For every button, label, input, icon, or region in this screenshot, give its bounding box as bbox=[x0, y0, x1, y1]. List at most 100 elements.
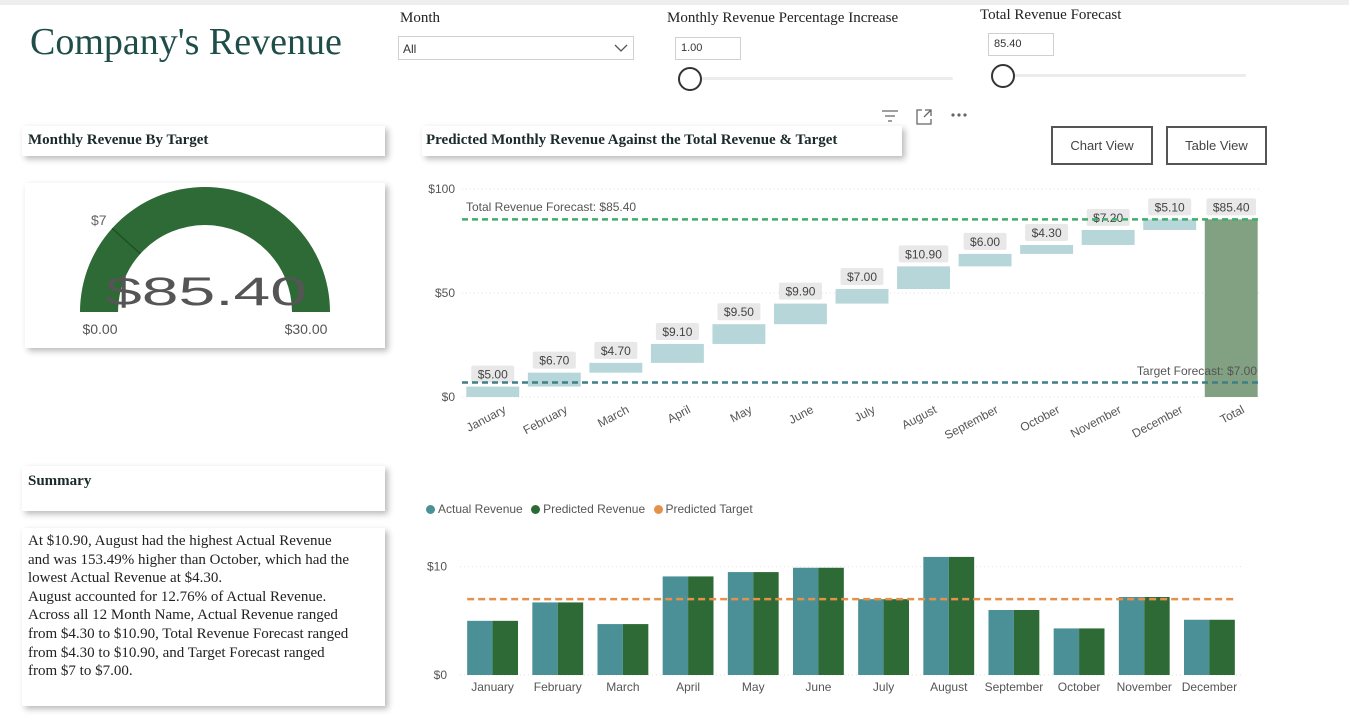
gauge-arc bbox=[80, 187, 330, 312]
summary-line: from $4.30 to $10.90, and Target Forecas… bbox=[28, 644, 325, 661]
forecast-label: Total Revenue Forecast bbox=[980, 7, 1122, 23]
x-tick-label: June bbox=[786, 402, 816, 427]
x-tick-label: May bbox=[742, 680, 765, 694]
top-border bbox=[0, 0, 1349, 5]
predicted-revenue-bar[interactable] bbox=[1209, 619, 1235, 675]
x-tick-label: March bbox=[606, 680, 639, 694]
data-label: $9.10 bbox=[655, 322, 699, 340]
actual-revenue-bar[interactable] bbox=[597, 624, 623, 675]
gauge-target-label: $7 bbox=[91, 212, 107, 228]
data-label-bg bbox=[1025, 223, 1069, 241]
x-tick-label: August bbox=[899, 402, 939, 432]
gauge-title: Monthly Revenue By Target bbox=[28, 132, 209, 148]
summary-line: from $4.30 to $10.90, Total Revenue Fore… bbox=[28, 625, 349, 642]
predicted-revenue-bar[interactable] bbox=[492, 620, 518, 675]
x-tick-label: February bbox=[521, 402, 570, 437]
data-label-text: $10.90 bbox=[905, 247, 942, 261]
predicted-revenue-bar[interactable] bbox=[557, 602, 584, 675]
waterfall-bar[interactable] bbox=[958, 253, 1012, 267]
actual-revenue-bar[interactable] bbox=[467, 620, 493, 675]
legend-item[interactable]: Actual Revenue bbox=[426, 502, 523, 516]
predicted-revenue-bar[interactable] bbox=[688, 576, 714, 675]
actual-revenue-bar[interactable] bbox=[793, 567, 819, 675]
waterfall-bar[interactable] bbox=[650, 343, 704, 363]
predicted-revenue-bar[interactable] bbox=[948, 556, 975, 675]
pct-increase-slider-thumb[interactable] bbox=[678, 67, 702, 91]
actual-revenue-bar[interactable] bbox=[923, 556, 949, 675]
legend-dot bbox=[531, 504, 541, 514]
waterfall-bar[interactable] bbox=[897, 266, 950, 290]
waterfall-bar[interactable] bbox=[835, 289, 889, 304]
month-filter-label: Month bbox=[400, 10, 441, 26]
y-tick-label: $0 bbox=[442, 390, 456, 404]
x-tick-label: October bbox=[1058, 680, 1101, 694]
waterfall-bar[interactable] bbox=[1081, 229, 1135, 245]
chart-view-button[interactable]: Chart View bbox=[1051, 126, 1153, 165]
waterfall-bar[interactable] bbox=[1020, 244, 1074, 254]
actual-revenue-bar[interactable] bbox=[532, 602, 558, 675]
actual-revenue-bar[interactable] bbox=[727, 572, 754, 675]
waterfall-chart: $0 $50 $100 $5.00 $6.70 $4.70 $9.10 $9.50 $9.90… bbox=[428, 182, 1262, 442]
waterfall-total-bar[interactable] bbox=[1204, 219, 1258, 397]
data-label-bg bbox=[840, 268, 884, 286]
actual-revenue-bar[interactable] bbox=[858, 599, 884, 675]
waterfall-bar[interactable] bbox=[527, 372, 581, 387]
predicted-revenue-bar[interactable] bbox=[1144, 597, 1170, 675]
predicted-revenue-bar[interactable] bbox=[1079, 628, 1105, 675]
predicted-revenue-bar[interactable] bbox=[818, 567, 844, 675]
data-label: $10.90 bbox=[898, 245, 949, 263]
x-tick-label: September bbox=[985, 680, 1044, 694]
actual-revenue-bar[interactable] bbox=[1053, 628, 1080, 675]
filter-icon[interactable] bbox=[881, 109, 899, 123]
x-tick-label: October bbox=[1018, 402, 1062, 434]
waterfall-bar[interactable] bbox=[466, 386, 520, 397]
forecast-slider-thumb[interactable] bbox=[991, 64, 1015, 88]
forecast-input[interactable]: 85.40 bbox=[988, 33, 1054, 56]
legend-item[interactable]: Predicted Target bbox=[653, 502, 753, 516]
target-line-label: Target Forecast: $7.00 bbox=[1137, 364, 1257, 378]
y-tick-label: $10 bbox=[427, 560, 447, 574]
y-tick-label: $50 bbox=[435, 286, 455, 300]
summary-title-card: Summary bbox=[22, 466, 385, 511]
data-label-bg bbox=[898, 245, 949, 263]
focus-mode-icon[interactable] bbox=[915, 108, 933, 126]
more-options-icon[interactable] bbox=[950, 112, 968, 118]
waterfall-bar[interactable] bbox=[589, 362, 643, 373]
x-tick-label: February bbox=[534, 680, 582, 694]
data-label: $7.20 bbox=[1086, 208, 1130, 226]
legend-label: Actual Revenue bbox=[438, 502, 523, 516]
data-label-bg bbox=[1206, 198, 1257, 216]
data-label-text: $85.40 bbox=[1213, 200, 1250, 214]
revenue-bar-chart: $0 $10 January February March April May June Ju… bbox=[427, 556, 1242, 694]
x-tick-label: November bbox=[1068, 402, 1123, 440]
table-view-button[interactable]: Table View bbox=[1166, 126, 1267, 165]
pct-increase-input[interactable]: 1.00 bbox=[675, 37, 741, 60]
actual-revenue-bar[interactable] bbox=[662, 576, 689, 675]
predicted-revenue-bar[interactable] bbox=[1013, 610, 1040, 675]
data-label-text: $7.20 bbox=[1093, 211, 1123, 225]
x-tick-label: January bbox=[471, 680, 514, 694]
forecast-line-label: Total Revenue Forecast: $85.40 bbox=[466, 200, 636, 214]
waterfall-bar[interactable] bbox=[712, 324, 766, 344]
forecast-slider-track[interactable] bbox=[1003, 74, 1246, 77]
month-dropdown[interactable]: All bbox=[398, 36, 634, 60]
data-label: $5.10 bbox=[1148, 198, 1192, 216]
actual-revenue-bar[interactable] bbox=[1184, 619, 1210, 675]
data-label: $9.90 bbox=[778, 282, 822, 300]
legend-item[interactable]: Predicted Revenue bbox=[531, 502, 645, 516]
waterfall-bar[interactable] bbox=[774, 303, 827, 325]
y-tick-label: $100 bbox=[428, 182, 455, 196]
predicted-revenue-bar[interactable] bbox=[883, 599, 909, 675]
actual-revenue-bar[interactable] bbox=[988, 610, 1014, 675]
legend-dot bbox=[426, 504, 435, 514]
data-label-bg bbox=[471, 365, 515, 383]
waterfall-bar[interactable] bbox=[1143, 219, 1197, 230]
pct-increase-slider-track[interactable] bbox=[690, 77, 953, 80]
predicted-revenue-bar[interactable] bbox=[622, 624, 649, 675]
data-label: $4.30 bbox=[1025, 223, 1069, 241]
actual-revenue-bar[interactable] bbox=[1118, 597, 1145, 675]
data-label-bg bbox=[655, 322, 699, 340]
data-label-bg bbox=[778, 282, 822, 300]
data-label: $9.50 bbox=[717, 303, 761, 321]
predicted-revenue-bar[interactable] bbox=[753, 572, 779, 675]
